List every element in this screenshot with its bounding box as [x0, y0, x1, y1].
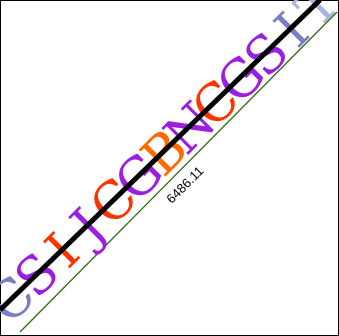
thin-diagonal-line	[19, 11, 338, 333]
thick-diagonal-line	[0, 0, 322, 312]
